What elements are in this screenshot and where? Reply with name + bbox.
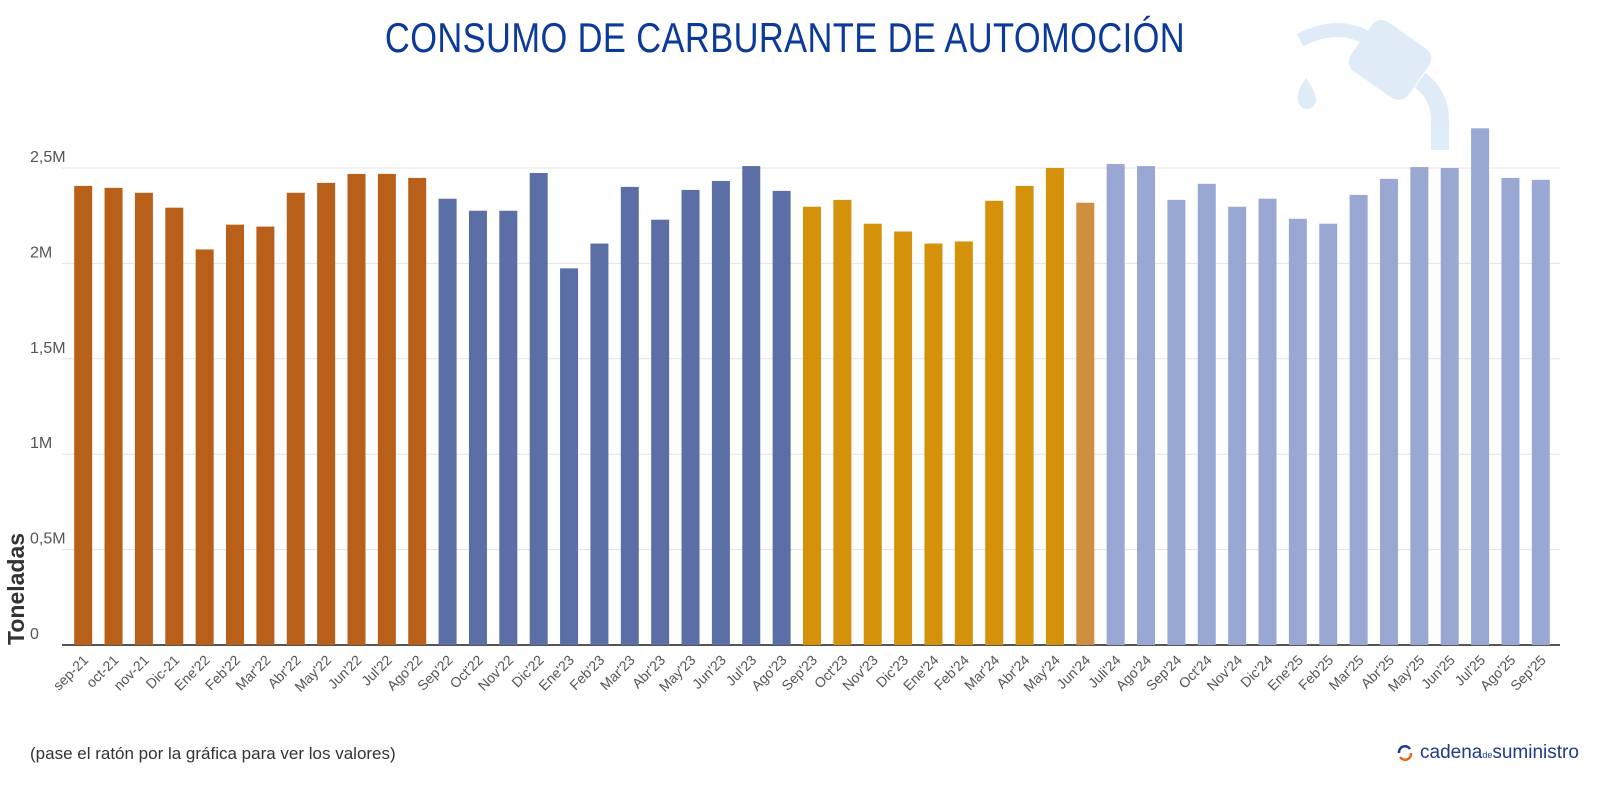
x-tick-label: Jun'23 <box>689 652 729 692</box>
logo: cadenadesuministro <box>1396 742 1579 764</box>
bar[interactable] <box>408 177 427 645</box>
bar[interactable] <box>560 268 579 645</box>
y-tick-label: 0 <box>30 626 39 643</box>
x-tick-label: Mar'24 <box>961 652 1002 693</box>
bar[interactable] <box>438 198 457 645</box>
chart-title: CONSUMO DE CARBURANTE DE AUTOMOCIÓN <box>384 14 1186 61</box>
bar[interactable] <box>1258 198 1277 645</box>
bar[interactable] <box>985 200 1004 645</box>
bar[interactable] <box>1045 168 1064 645</box>
bar[interactable] <box>833 199 852 646</box>
bar[interactable] <box>681 189 700 645</box>
bar[interactable] <box>1531 179 1550 646</box>
bar[interactable] <box>711 180 730 645</box>
bar[interactable] <box>1106 163 1125 645</box>
x-tick-label: Jun'25 <box>1418 652 1458 692</box>
x-tick-label: Mar'23 <box>597 652 638 693</box>
bar[interactable] <box>894 231 913 645</box>
x-tick-label: nov-21 <box>110 652 152 694</box>
x-tick-label: sep-21 <box>50 652 92 694</box>
bar[interactable] <box>1319 223 1338 645</box>
bar[interactable] <box>529 172 548 645</box>
bar[interactable] <box>954 241 973 645</box>
bar[interactable] <box>772 190 791 645</box>
y-tick-label: 2,5M <box>30 149 66 166</box>
bar[interactable] <box>742 166 761 646</box>
bar[interactable] <box>1440 168 1459 645</box>
bar[interactable] <box>863 223 882 645</box>
bar[interactable] <box>347 173 366 645</box>
bar[interactable] <box>286 192 305 645</box>
bar[interactable] <box>377 173 396 645</box>
bar[interactable] <box>134 192 153 645</box>
y-tick-label: 1M <box>30 435 52 452</box>
bar[interactable] <box>590 243 609 645</box>
cycle-arrows-icon <box>1397 745 1413 761</box>
bar[interactable] <box>1167 199 1186 646</box>
bar[interactable] <box>256 226 275 645</box>
bar[interactable] <box>317 182 336 646</box>
y-axis-label: Toneladas <box>3 533 29 645</box>
bar[interactable] <box>1379 178 1398 645</box>
bar[interactable] <box>1288 218 1307 645</box>
bar[interactable] <box>74 185 93 646</box>
bar[interactable] <box>1501 177 1520 645</box>
bar[interactable] <box>195 249 214 645</box>
x-tick-label: Jun'24 <box>1053 652 1093 692</box>
x-tick-label: Mar'25 <box>1325 652 1366 693</box>
bar[interactable] <box>1137 166 1156 646</box>
bar[interactable] <box>620 186 639 645</box>
bar[interactable] <box>1228 206 1247 645</box>
bar[interactable] <box>1410 167 1429 645</box>
bar[interactable] <box>499 210 518 645</box>
bar[interactable] <box>803 206 821 645</box>
y-tick-label: 1,5M <box>30 340 66 357</box>
y-tick-label: 2M <box>30 244 52 261</box>
bar[interactable] <box>1197 183 1216 645</box>
bar[interactable] <box>924 243 943 645</box>
x-tick-label: Jun'22 <box>324 652 364 692</box>
bar[interactable] <box>468 210 487 645</box>
bar[interactable] <box>1349 194 1368 645</box>
bar[interactable] <box>651 219 670 646</box>
fuel-nozzle-icon <box>1296 20 1449 150</box>
bar[interactable] <box>1015 185 1034 646</box>
hover-hint: (pase el ratón por la gráfica para ver l… <box>30 744 396 763</box>
x-tick-label: Mar'22 <box>232 652 273 693</box>
bar[interactable] <box>226 224 245 645</box>
bar[interactable] <box>165 207 184 645</box>
y-tick-label: 0,5M <box>30 531 66 548</box>
bar[interactable] <box>104 187 123 645</box>
bar[interactable] <box>1471 128 1490 645</box>
bar[interactable] <box>1076 202 1095 646</box>
